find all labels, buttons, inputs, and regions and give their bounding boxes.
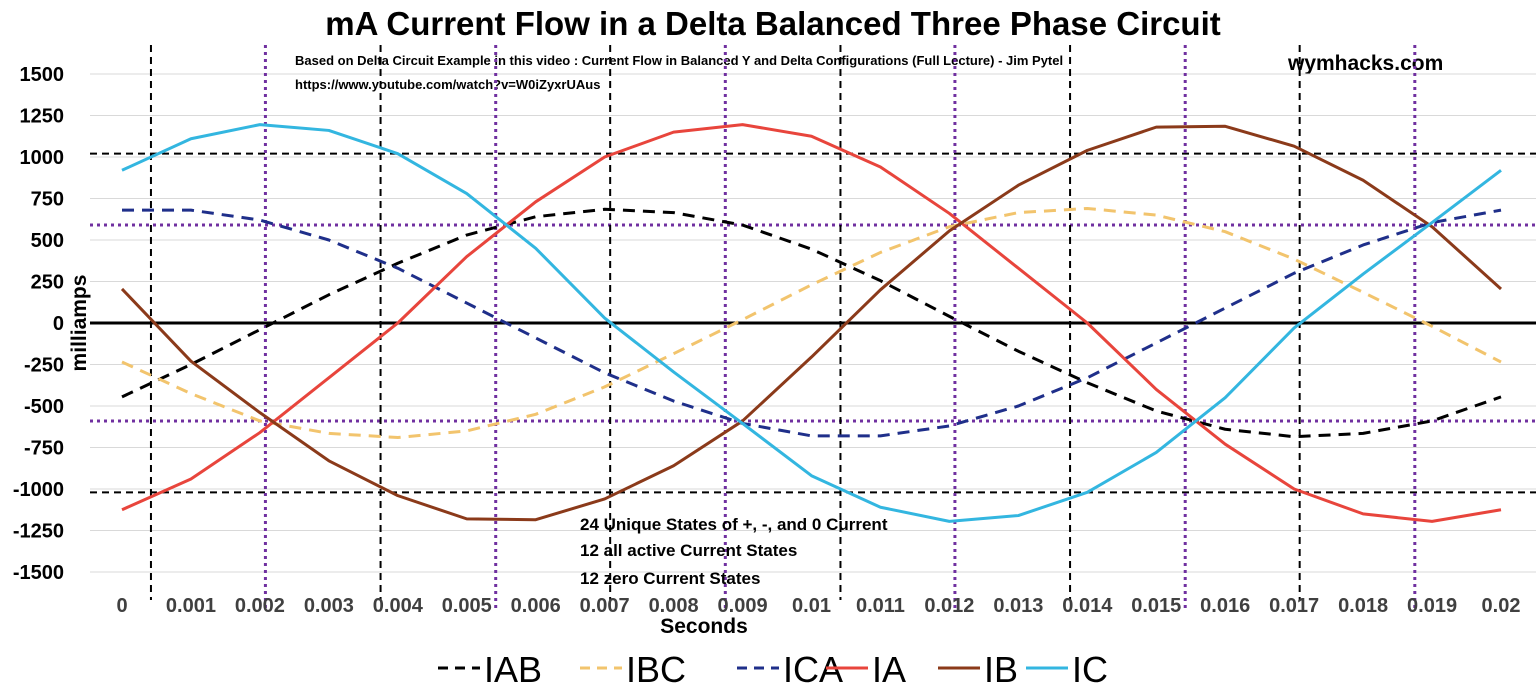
y-tick-label: -1250 (13, 521, 64, 543)
y-tick-label: 500 (31, 230, 64, 252)
x-tick-label: 0.006 (511, 595, 561, 617)
source-note-line1: Based on Delta Circuit Example in this v… (295, 53, 1063, 68)
y-tick-label: 250 (31, 272, 64, 294)
legend-label-ib: IB (984, 649, 1018, 690)
y-tick-label: 1000 (20, 147, 65, 169)
legend-label-ic: IC (1072, 649, 1108, 690)
x-tick-label: 0.016 (1200, 595, 1250, 617)
brand-label: wymhacks.com (1287, 52, 1443, 75)
x-tick-label: 0 (116, 595, 127, 617)
series-line-ibc (121, 206, 1502, 440)
reference-lines (90, 45, 1536, 612)
x-tick-label: 0.014 (1062, 595, 1113, 617)
x-tick-label: 0.011 (856, 595, 905, 617)
series-layer (120, 123, 1503, 523)
x-tick-label: 0.004 (373, 595, 424, 617)
x-tick-label: 0.013 (993, 595, 1043, 617)
legend-label-iab: IAB (484, 649, 542, 690)
x-tick-label: 0.002 (235, 595, 285, 617)
x-tick-label: 0.001 (166, 595, 216, 617)
x-tick-label: 0.015 (1131, 595, 1181, 617)
series-line-ib (120, 124, 1503, 522)
legend-label-ia: IA (872, 649, 906, 690)
gridlines (90, 73, 1536, 573)
legend-label-ibc: IBC (626, 649, 686, 690)
y-tick-label: 750 (31, 189, 64, 211)
annotation-unique-states: 24 Unique States of +, -, and 0 Current (580, 515, 888, 534)
chart-title: mA Current Flow in a Delta Balanced Thre… (325, 5, 1221, 42)
y-tick-label: 1250 (20, 106, 65, 128)
y-tick-label: -250 (24, 355, 64, 377)
x-tick-label: 0.017 (1269, 595, 1319, 617)
series-line-ic (121, 123, 1502, 523)
y-tick-label: -1500 (13, 562, 64, 584)
x-axis-ticks: 0 0.001 0.002 0.003 0.004 0.005 0.006 0.007 0.00… (116, 595, 1520, 617)
x-tick-label: 0.019 (1407, 595, 1457, 617)
x-tick-label: 0.005 (442, 595, 492, 617)
y-tick-label: 0 (53, 313, 64, 335)
x-tick-label: 0.007 (580, 595, 630, 617)
y-tick-label: -750 (24, 438, 64, 460)
x-tick-label: 0.008 (649, 595, 699, 617)
x-tick-label: 0.009 (718, 595, 768, 617)
x-tick-label: 0.02 (1482, 595, 1521, 617)
annotation-zero-states: 12 zero Current States (580, 569, 760, 588)
y-tick-label: 1500 (20, 64, 65, 86)
x-tick-label: 0.003 (304, 595, 354, 617)
series-line-ia (121, 123, 1502, 523)
x-tick-label: 0.012 (924, 595, 974, 617)
y-axis-label: milliamps (68, 275, 91, 372)
y-tick-label: -500 (24, 396, 64, 418)
series-line-ica (122, 208, 1502, 438)
annotation-active-states: 12 all active Current States (580, 541, 797, 560)
y-axis-ticks: 1500 1250 1000 750 500 250 0 -250 -500 -750 -1000 -… (13, 64, 64, 584)
x-axis-label: Seconds (660, 615, 748, 638)
source-note-line2: https://www.youtube.com/watch?v=W0iZyxrU… (295, 77, 600, 92)
y-tick-label: -1000 (13, 479, 64, 501)
legend: IAB IBC ICA IA IB IC (438, 649, 1108, 690)
x-tick-label: 0.01 (792, 595, 831, 617)
x-tick-label: 0.018 (1338, 595, 1388, 617)
